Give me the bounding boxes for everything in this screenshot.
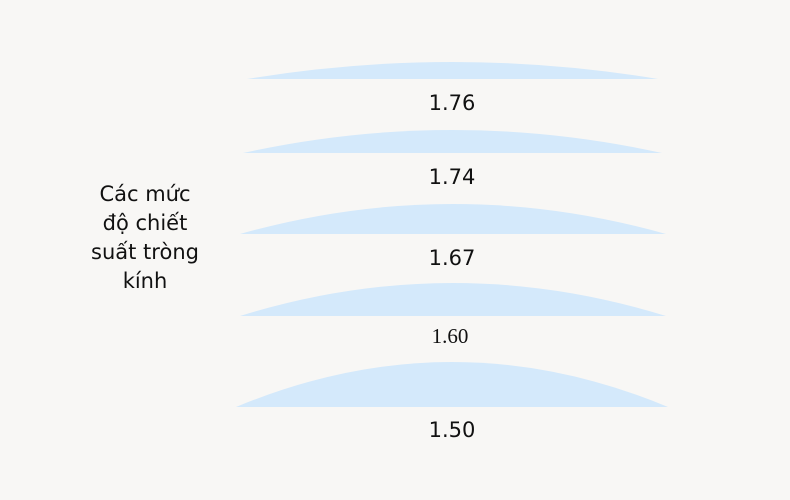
- lens-label: 1.60: [432, 324, 469, 348]
- lens: [247, 62, 658, 79]
- lens: [240, 283, 666, 316]
- lens: [240, 204, 666, 234]
- lens: [236, 362, 668, 407]
- lens-label: 1.67: [429, 246, 476, 270]
- lens-label: 1.50: [429, 418, 476, 442]
- lens: [243, 130, 662, 153]
- diagram-title: Các mức độ chiết suất tròng kính: [91, 182, 199, 293]
- lens-label: 1.76: [429, 91, 476, 115]
- lens-label: 1.74: [429, 165, 476, 189]
